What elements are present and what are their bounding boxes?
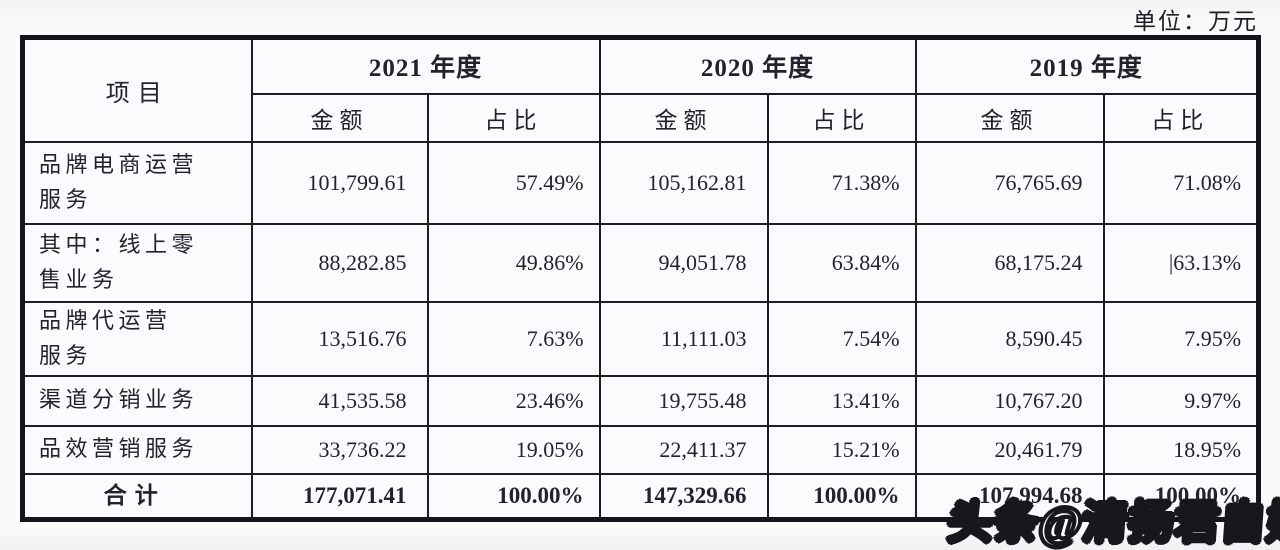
cell-2019-ratio: 71.08% (1102, 140, 1260, 225)
unit-label: 单位：万元 (1133, 9, 1258, 34)
row-item-label: 品牌电商运营 服务 (21, 140, 253, 225)
cell-2019-ratio: 18.95% (1102, 424, 1260, 475)
cell-2019-amount: 8,590.45 (914, 300, 1105, 377)
cell-2020-ratio: 7.54% (766, 300, 917, 377)
subheader-2021-ratio: 占比 (426, 92, 601, 143)
subheader-2020-amount: 金额 (598, 92, 769, 143)
cell-2020-amount: 94,051.78 (598, 222, 769, 303)
cell-2020-amount: 11,111.03 (598, 300, 769, 377)
column-header-2021: 2021 年度 (250, 36, 601, 95)
total-2021-ratio: 100.00% (426, 472, 601, 521)
table-row: 其中：线上零 售业务 88,282.85 49.86% 94,051.78 63… (21, 222, 1260, 303)
total-2019-amount: 107,994.68 (914, 472, 1105, 521)
total-2021-amount: 177,071.41 (250, 472, 429, 521)
cell-2019-amount: 76,765.69 (914, 140, 1105, 225)
cell-2019-amount: 10,767.20 (914, 374, 1105, 427)
cell-2020-ratio: 15.21% (766, 424, 917, 475)
toutiao-watermark: 头条@清扬君自媒体 (945, 497, 1280, 550)
cell-2020-amount: 19,755.48 (598, 374, 769, 427)
cell-2019-amount: 20,461.79 (914, 424, 1105, 475)
table-row: 品效营销服务 33,736.22 19.05% 22,411.37 15.21%… (21, 424, 1260, 475)
cell-2020-amount: 22,411.37 (598, 424, 769, 475)
cell-2020-ratio: 63.84% (766, 222, 917, 303)
table-row: 品牌代运营 服务 13,516.76 7.63% 11,111.03 7.54%… (21, 300, 1260, 377)
cell-2020-ratio: 13.41% (766, 374, 917, 427)
subheader-2019-ratio: 占比 (1102, 92, 1260, 143)
table-row: 渠道分销业务 41,535.58 23.46% 19,755.48 13.41%… (21, 374, 1260, 427)
total-2019-ratio: 100.00% (1102, 472, 1260, 521)
total-label: 合计 (21, 472, 253, 521)
cell-2020-amount: 105,162.81 (598, 140, 769, 225)
total-2020-amount: 147,329.66 (598, 472, 769, 521)
cell-2021-amount: 88,282.85 (250, 222, 429, 303)
cell-2021-amount: 33,736.22 (250, 424, 429, 475)
cell-2021-amount: 41,535.58 (250, 374, 429, 427)
cell-2019-ratio: |63.13% (1102, 222, 1260, 303)
cell-2021-ratio: 7.63% (426, 300, 601, 377)
row-item-label: 品牌代运营 服务 (21, 300, 253, 377)
subheader-2019-amount: 金额 (914, 92, 1105, 143)
cell-2021-ratio: 57.49% (426, 140, 601, 225)
cell-2020-ratio: 71.38% (766, 140, 917, 225)
column-header-2020: 2020 年度 (598, 36, 917, 95)
cell-2019-ratio: 9.97% (1102, 374, 1260, 427)
cell-2021-amount: 101,799.61 (250, 140, 429, 225)
row-item-label: 渠道分销业务 (21, 374, 253, 427)
column-header-2019: 2019 年度 (914, 36, 1260, 95)
revenue-breakdown-table: 项目 2021 年度 2020 年度 2019 年度 金额 占比 金额 占比 金… (20, 35, 1262, 522)
header-row-subcolumns: 金额 占比 金额 占比 金额 占比 (23, 92, 1260, 143)
cell-2021-amount: 13,516.76 (250, 300, 429, 377)
row-item-label: 其中：线上零 售业务 (21, 222, 253, 303)
cell-2019-ratio: 7.95% (1102, 300, 1260, 377)
column-header-item: 项目 (21, 36, 253, 143)
cell-2019-amount: 68,175.24 (914, 222, 1105, 303)
subheader-2020-ratio: 占比 (766, 92, 917, 143)
cell-2021-ratio: 49.86% (426, 222, 601, 303)
subheader-2021-amount: 金额 (250, 92, 429, 143)
header-row-years: 项目 2021 年度 2020 年度 2019 年度 (21, 36, 1260, 143)
cell-2021-ratio: 19.05% (426, 424, 601, 475)
total-2020-ratio: 100.00% (766, 472, 917, 521)
row-item-label: 品效营销服务 (21, 424, 253, 475)
cell-2021-ratio: 23.46% (426, 374, 601, 427)
total-row: 合计 177,071.41 100.00% 147,329.66 100.00%… (21, 472, 1260, 521)
table-row: 品牌电商运营 服务 101,799.61 57.49% 105,162.81 7… (21, 140, 1260, 225)
